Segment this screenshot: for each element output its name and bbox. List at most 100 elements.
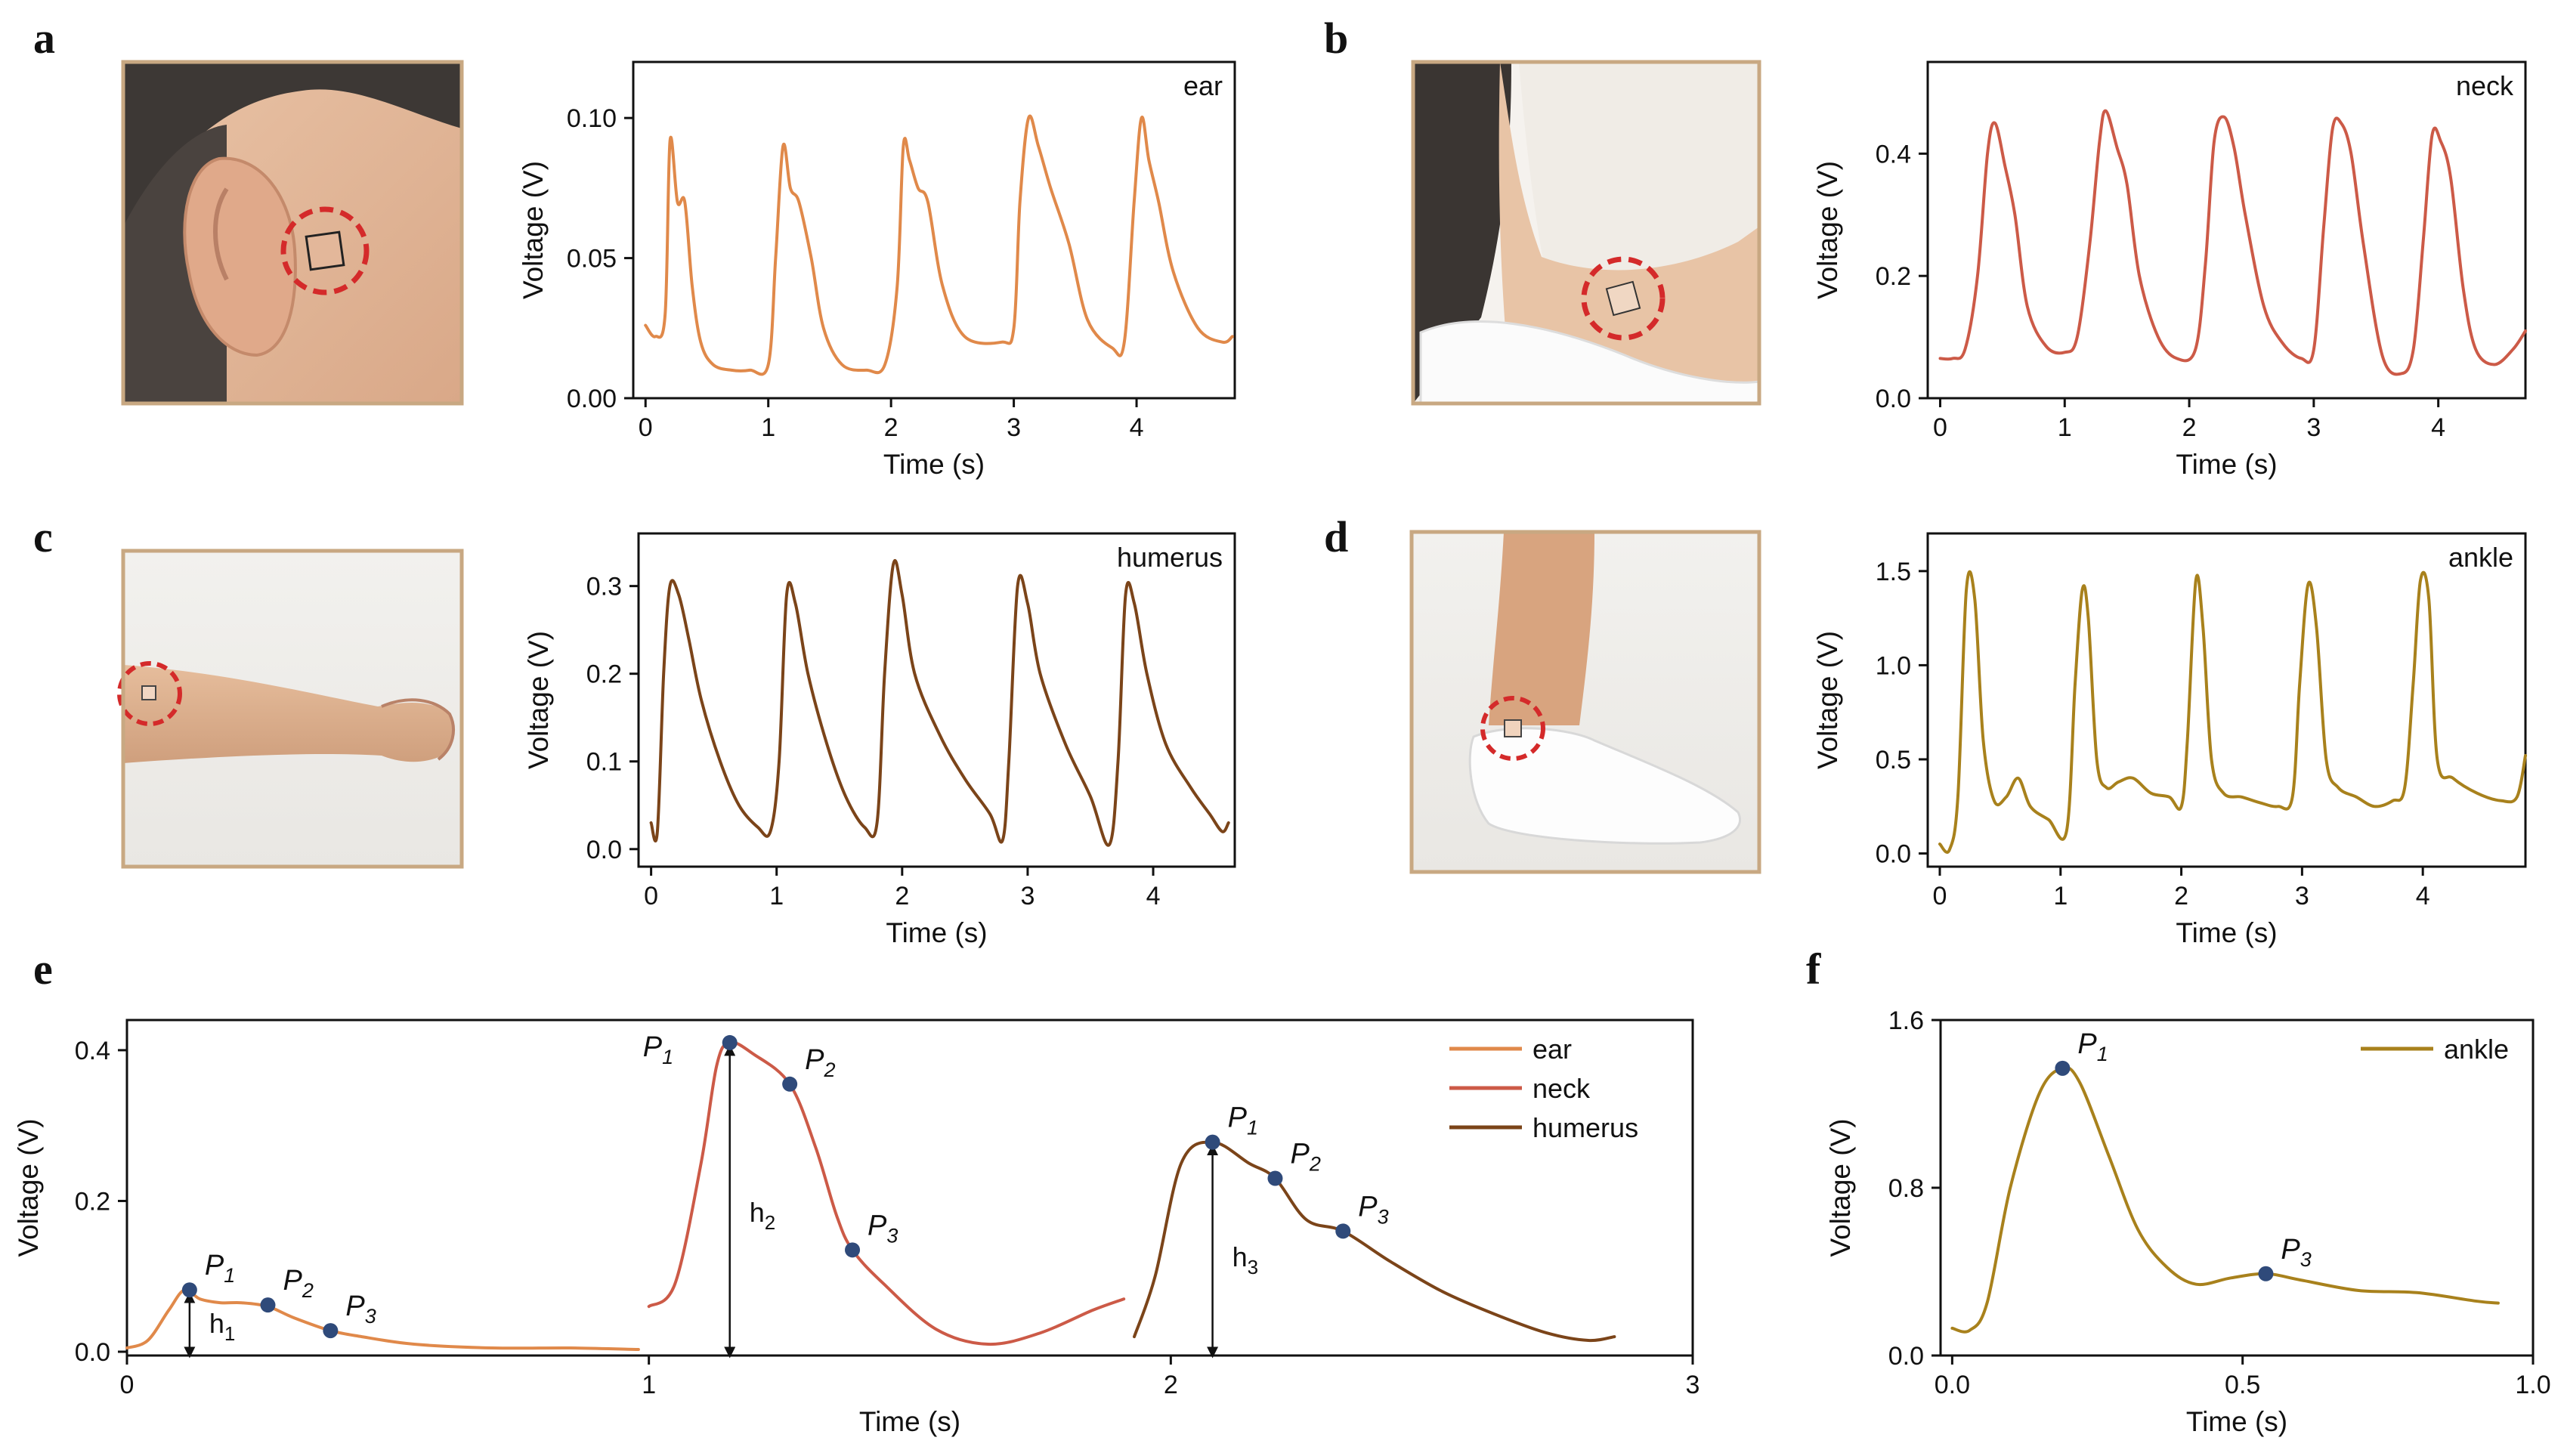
inset-label: ear [1183,70,1223,101]
x-tick-label: 1.0 [2515,1371,2550,1399]
x-tick-label: 0 [120,1371,135,1399]
x-tick-label: 2 [2174,882,2188,910]
y-tick-label: 0.3 [586,573,622,601]
x-tick-label: 3 [1686,1371,1700,1399]
series-line-ear [125,1288,640,1351]
x-tick-label: 4 [2416,882,2430,910]
plot-frame [1926,60,2527,400]
x-tick-label: 2 [2182,413,2197,442]
x-tick-label: 3 [2295,882,2309,910]
chart-e-waveform-comparison: 0 1 2 3 0.0 0.2 0.4 Time (s) Voltage (V) h1 h2 h3 P1… [13,1019,1700,1437]
series-line [1938,109,2527,376]
peak-label: P3 [868,1210,898,1247]
peak-marker [722,1034,738,1050]
y-tick-label: 0.2 [75,1187,110,1216]
x-tick-label: 2 [884,413,898,442]
x-tick-label: 3 [2306,413,2321,442]
peak-marker [323,1323,339,1339]
peak-marker [782,1076,798,1092]
y-tick-label: 1.0 [1876,651,1911,680]
x-tick-label: 1 [761,413,775,442]
series-line-neck [647,1040,1126,1346]
peak-marker [2258,1266,2274,1281]
plot-frame [1939,1019,2535,1357]
chart-d-ankle: 0 1 2 3 4 0.0 0.5 1.0 1.5 Time (s) Voltage (V) ankl… [1812,532,2527,948]
photo-neck [1411,60,1761,406]
x-tick-label: 0 [1933,882,1947,910]
x-tick-label: 0 [644,882,658,910]
y-tick-label: 0.2 [1876,262,1911,291]
x-tick-label: 1 [769,882,784,910]
peak-label: P2 [283,1265,313,1302]
chart-b-neck: 0 1 2 3 4 0.0 0.2 0.4 Time (s) Voltage (V) neck [1812,60,2527,480]
panel-letter-d: d [1324,512,1348,561]
panel-letter-a: a [33,14,55,63]
y-tick-label: 1.6 [1888,1006,1924,1035]
panel-letter-f: f [1806,944,1821,994]
inset-label: humerus [1117,542,1223,573]
series-line [644,114,1234,376]
y-tick-label: 0.05 [567,245,617,274]
x-tick-label: 1 [2053,882,2068,910]
peak-label: P1 [1228,1102,1258,1139]
plot-frame [632,60,1236,400]
peak-label: P1 [643,1031,673,1068]
panel-letter-e: e [33,944,53,994]
y-tick-label: 0.00 [567,385,617,413]
y-axis-label: Voltage (V) [523,631,554,769]
y-tick-label: 0.4 [1876,140,1911,168]
x-tick-label: 1 [642,1371,656,1399]
inset-label: ankle [2448,542,2513,573]
y-tick-label: 0.10 [567,104,617,133]
peak-marker [260,1297,276,1313]
photo-arm [117,549,464,869]
x-tick-label: 3 [1020,882,1035,910]
y-tick-label: 0.0 [75,1338,110,1367]
y-tick-label: 0.0 [586,836,622,864]
plot-frame [1926,532,2527,868]
chart-a-ear: 0 1 2 3 4 0.00 0.05 0.10 Time (s) Voltage (V) ear [518,60,1236,480]
chart-f-ankle-waveform: 0.0 0.5 1.0 0.0 0.8 1.6 Time (s) Voltage (V) P1 P… [1825,1006,2551,1437]
legend-label-neck: neck [1533,1073,1591,1104]
photo-ear [121,60,464,406]
y-axis-label: Voltage (V) [1812,161,1843,299]
legend-label-ankle: ankle [2444,1034,2509,1065]
x-tick-label: 1 [2058,413,2072,442]
x-tick-label: 0 [1933,413,1947,442]
x-tick-label: 4 [1146,882,1161,910]
y-axis-label: Voltage (V) [518,161,549,299]
x-axis-label: Time (s) [886,917,987,948]
x-axis-label: Time (s) [859,1406,960,1437]
height-label: h3 [1233,1241,1259,1278]
y-tick-label: 0.4 [75,1037,110,1065]
x-tick-label: 2 [1164,1371,1178,1399]
series-line [1938,570,2527,854]
series-line-humerus [1133,1140,1616,1343]
photo-ankle [1409,530,1761,874]
height-label: h1 [209,1308,236,1345]
y-tick-label: 0.0 [1876,840,1911,869]
plot-frame [637,532,1236,868]
panel-letter-b: b [1324,14,1348,63]
plot-frame [125,1019,1694,1357]
y-axis-label: Voltage (V) [1812,631,1843,769]
legend-label-ear: ear [1533,1034,1572,1065]
y-axis-label: Voltage (V) [13,1118,44,1257]
y-axis-label: Voltage (V) [1825,1118,1856,1257]
y-tick-label: 0.2 [586,660,622,689]
peak-marker [1267,1170,1283,1186]
peak-label: P3 [1358,1191,1388,1228]
x-tick-label: 0 [639,413,653,442]
peak-label: P1 [205,1250,235,1287]
peak-label: P3 [2281,1234,2311,1271]
y-tick-label: 0.0 [1876,385,1911,413]
height-label: h2 [750,1197,776,1234]
series-line-ankle [1950,1066,2500,1334]
x-tick-label: 4 [1130,413,1144,442]
x-tick-label: 3 [1007,413,1021,442]
peak-marker [1335,1223,1351,1239]
y-tick-label: 0.5 [1876,746,1911,774]
legend-label-humerus: humerus [1533,1112,1638,1143]
x-tick-label: 0.0 [1935,1371,1970,1399]
